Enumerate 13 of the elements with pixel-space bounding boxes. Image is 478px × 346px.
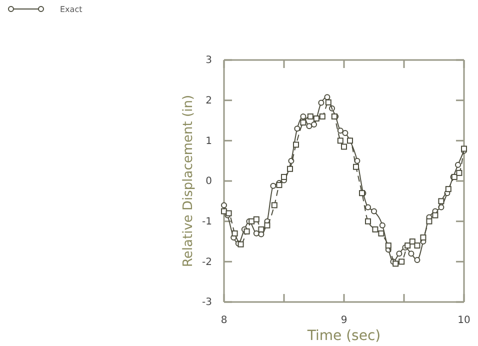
y-tick-label: -2 bbox=[202, 256, 212, 268]
legend-label: Exact bbox=[60, 5, 82, 14]
y-tick-label: 3 bbox=[206, 55, 212, 66]
y-axis-title: Relative Displacement (in) bbox=[181, 94, 196, 268]
x-tick-label: 10 bbox=[458, 315, 470, 326]
x-tick-label: 9 bbox=[340, 315, 348, 326]
y-tick-label: -3 bbox=[202, 297, 212, 308]
y-tick-label: 1 bbox=[206, 136, 212, 147]
y-tick-label: 2 bbox=[206, 96, 212, 107]
y-tick-label: 0 bbox=[206, 176, 212, 188]
x-axis-title: Time (sec) bbox=[306, 328, 381, 344]
x-tick-label: 8 bbox=[220, 315, 228, 326]
y-tick-label: -1 bbox=[202, 216, 212, 228]
